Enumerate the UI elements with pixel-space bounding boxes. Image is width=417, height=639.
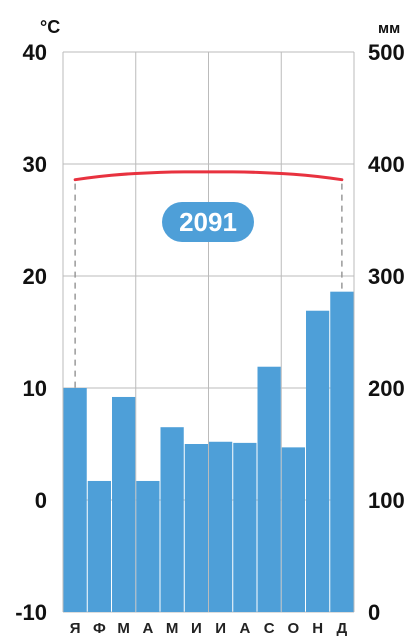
precipitation-bar: [233, 442, 257, 612]
month-label: И: [215, 620, 226, 637]
left-tick-label: 10: [23, 376, 47, 401]
month-label: О: [288, 620, 300, 637]
precipitation-bar: [160, 427, 184, 612]
right-tick-label: 500: [368, 40, 405, 65]
month-label: Ф: [93, 620, 106, 637]
total-badge-layer: 2091: [162, 202, 254, 242]
right-axis-unit: мм: [378, 20, 400, 37]
left-tick-label: 0: [35, 488, 47, 513]
precipitation-bar: [184, 444, 208, 612]
precipitation-bar: [330, 291, 354, 612]
annual-total-label: 2091: [179, 207, 237, 237]
right-tick-label: 100: [368, 488, 405, 513]
month-label: М: [117, 620, 130, 637]
precipitation-bar: [112, 396, 136, 612]
total-badge: [162, 202, 254, 242]
month-label: М: [166, 620, 179, 637]
month-label: С: [264, 620, 275, 637]
precipitation-bar: [63, 388, 87, 612]
precipitation-bar: [257, 366, 281, 612]
precipitation-bar: [87, 480, 111, 612]
left-axis-unit: °C: [40, 17, 60, 37]
month-label: Н: [312, 620, 323, 637]
left-tick-label: 20: [23, 264, 47, 289]
month-label: А: [239, 620, 250, 637]
precipitation-bars: [63, 291, 354, 612]
left-tick-label: -10: [15, 600, 47, 625]
left-tick-label: 30: [23, 152, 47, 177]
temperature-line: [73, 170, 344, 182]
drop-lines: [74, 183, 343, 388]
right-tick-label: 300: [368, 264, 405, 289]
right-tick-label: 400: [368, 152, 405, 177]
temperature-line-layer: [73, 170, 344, 182]
precipitation-bar: [209, 441, 233, 612]
grid-layer: [62, 51, 355, 613]
month-label: И: [191, 620, 202, 637]
precipitation-bar: [136, 480, 160, 612]
left-tick-label: 40: [23, 40, 47, 65]
right-tick-label: 0: [368, 600, 380, 625]
month-label: Я: [70, 620, 81, 637]
precipitation-bar: [281, 447, 305, 612]
month-label: Д: [337, 620, 348, 637]
month-label: А: [142, 620, 153, 637]
right-tick-label: 200: [368, 376, 405, 401]
precipitation-bar: [306, 310, 330, 612]
